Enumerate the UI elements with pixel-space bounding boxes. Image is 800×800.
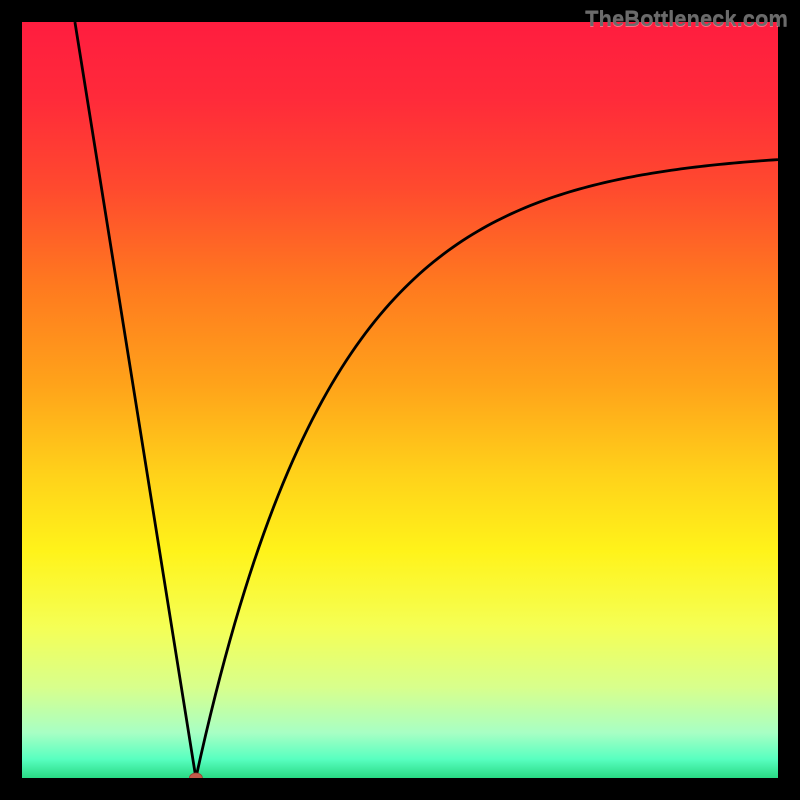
bottleneck-chart	[0, 0, 800, 800]
chart-container: TheBottleneck.com	[0, 0, 800, 800]
